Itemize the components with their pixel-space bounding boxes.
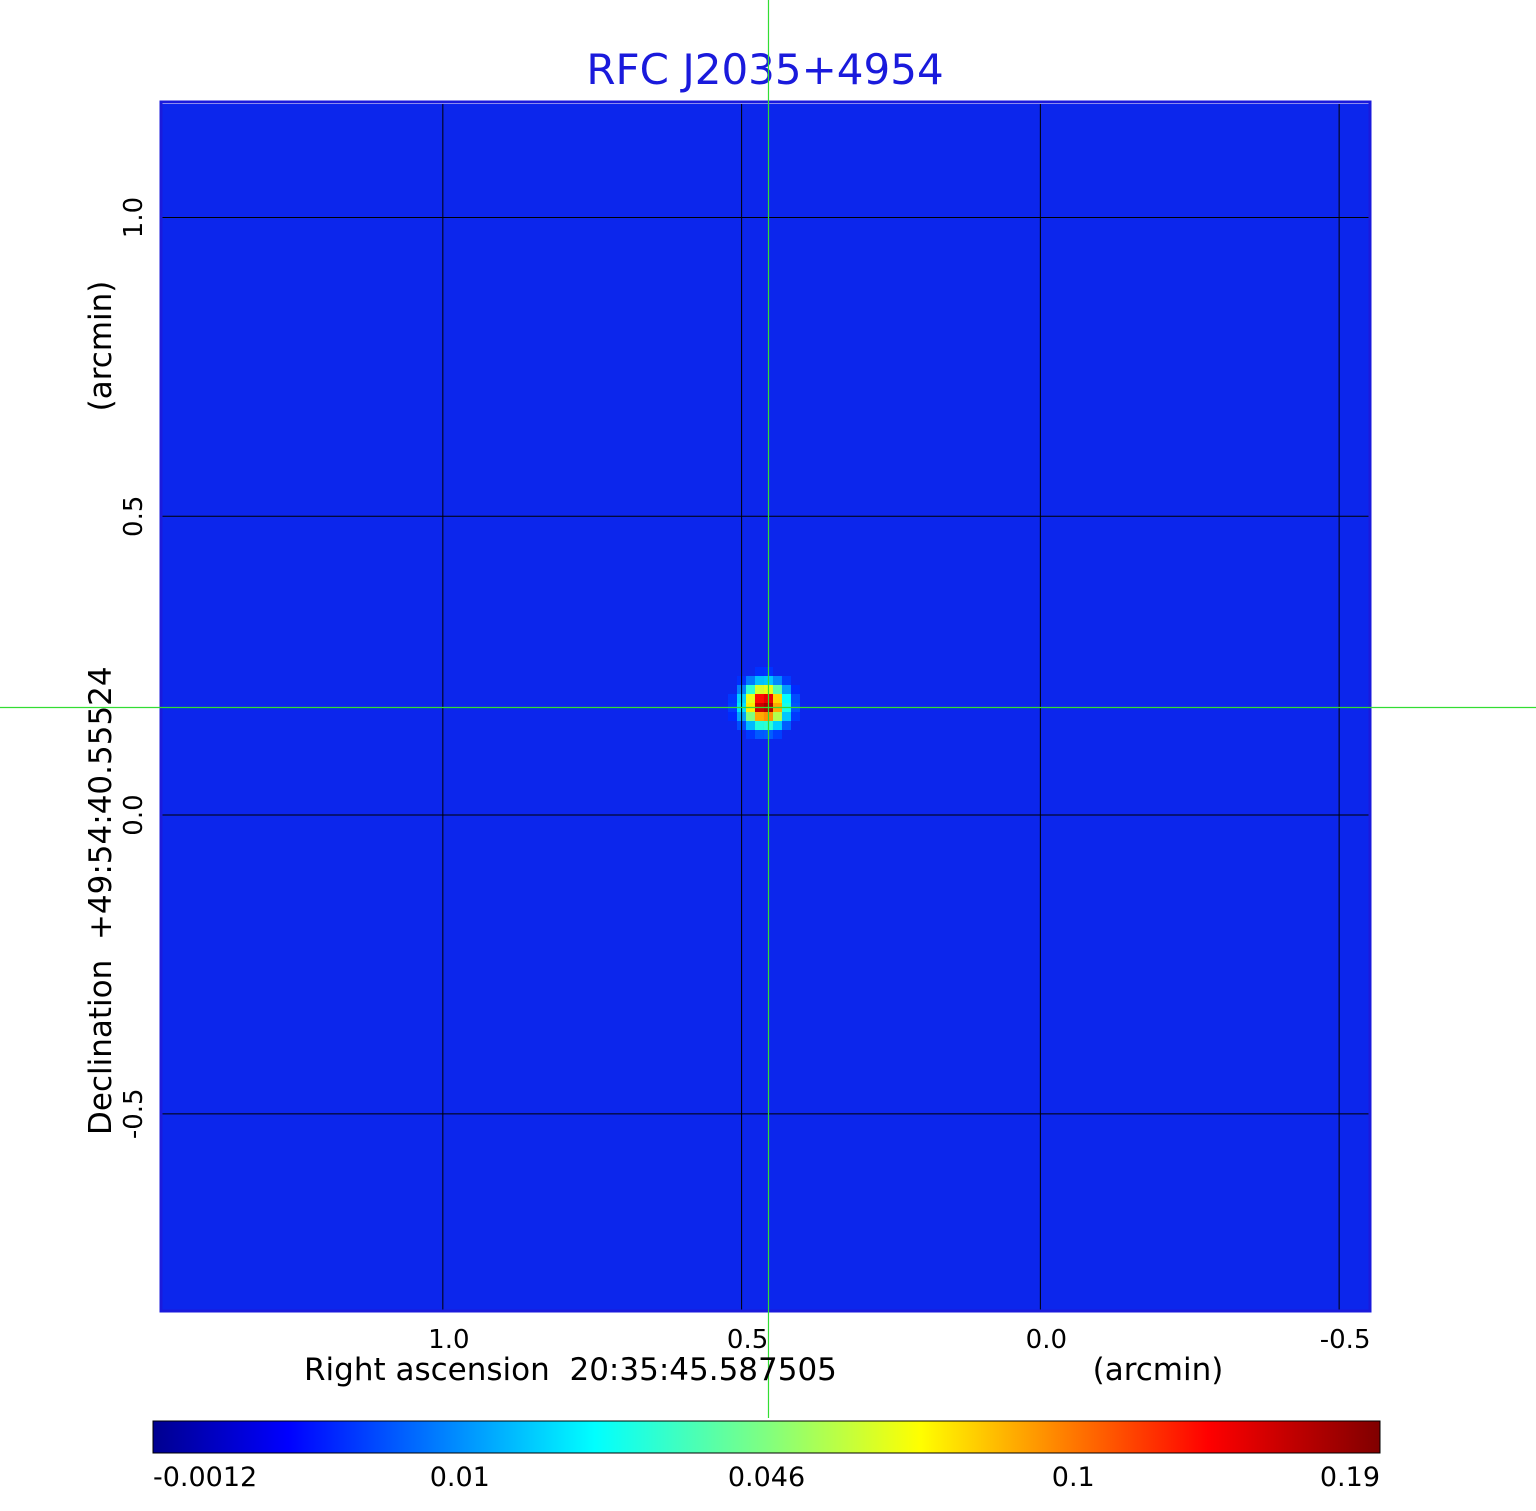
x-tick-label: -0.5 [1320,1325,1371,1355]
source-pixel [772,730,782,739]
colorbar-tick-label: 0.19 [1320,1462,1380,1493]
source-pixel [754,730,764,739]
y-axis-label: Declination +49:54:40.55524 [83,666,119,1135]
source-pixel [754,667,764,676]
source-pixel [772,685,782,694]
source-pixel [772,694,782,703]
y-tick-label: 1.0 [119,197,149,238]
source-pixel [781,721,791,730]
source-pixel [772,676,782,685]
colorbar-tick-label: 0.046 [728,1462,805,1493]
source-pixel [727,694,737,703]
x-tick-label: 0.5 [727,1325,768,1355]
source-pixel [781,685,791,694]
x-tick-labels: 1.0 0.5 0.0 -0.5 [428,1325,1370,1355]
source-pixel [727,712,737,721]
source-pixel [745,685,755,694]
colorbar-gradient [152,1420,1381,1454]
x-tick-label: 0.0 [1026,1325,1067,1355]
source-pixel [745,694,755,703]
source-pixel [772,712,782,721]
y-tick-label: 0.0 [119,794,149,835]
plot-area [159,100,1372,1313]
colorbar-tick-label: 0.01 [430,1462,490,1493]
source-pixel [781,712,791,721]
source-pixel [781,694,791,703]
source-pixel [790,685,800,694]
source-pixel [754,685,764,694]
source-pixel [754,721,764,730]
x-axis-label: Right ascension 20:35:45.587505 [304,1352,837,1388]
source-pixel [745,730,755,739]
source-pixel [790,694,800,703]
y-tick-label: 0.5 [119,496,149,537]
colorbar-tick-labels: -0.0012 0.01 0.046 0.1 0.19 [153,1462,1380,1493]
source-pixel [754,676,764,685]
source-pixel [745,712,755,721]
y-axis-unit: (arcmin) [83,281,119,412]
source-pixel [772,721,782,730]
source-pixel [790,712,800,721]
source-pixel [745,721,755,730]
colorbar-tick-label: -0.0012 [153,1462,257,1493]
source-pixel [745,676,755,685]
source-pixel [754,694,764,703]
chart-title: RFC J2035+4954 [586,45,943,94]
x-tick-label: 1.0 [428,1325,469,1355]
source-pixels [727,667,800,739]
plot-frame [159,100,1372,1313]
source-pixel [754,712,764,721]
y-tick-label: -0.5 [119,1088,149,1139]
source-pixel [781,676,791,685]
colorbar-tick-label: 0.1 [1052,1462,1095,1493]
y-tick-labels: 1.0 0.5 0.0 -0.5 [119,197,149,1139]
x-axis-unit: (arcmin) [1093,1352,1224,1388]
crosshair [0,0,1536,1418]
colorbar: -0.0012 0.01 0.046 0.1 0.19 [152,1420,1381,1493]
